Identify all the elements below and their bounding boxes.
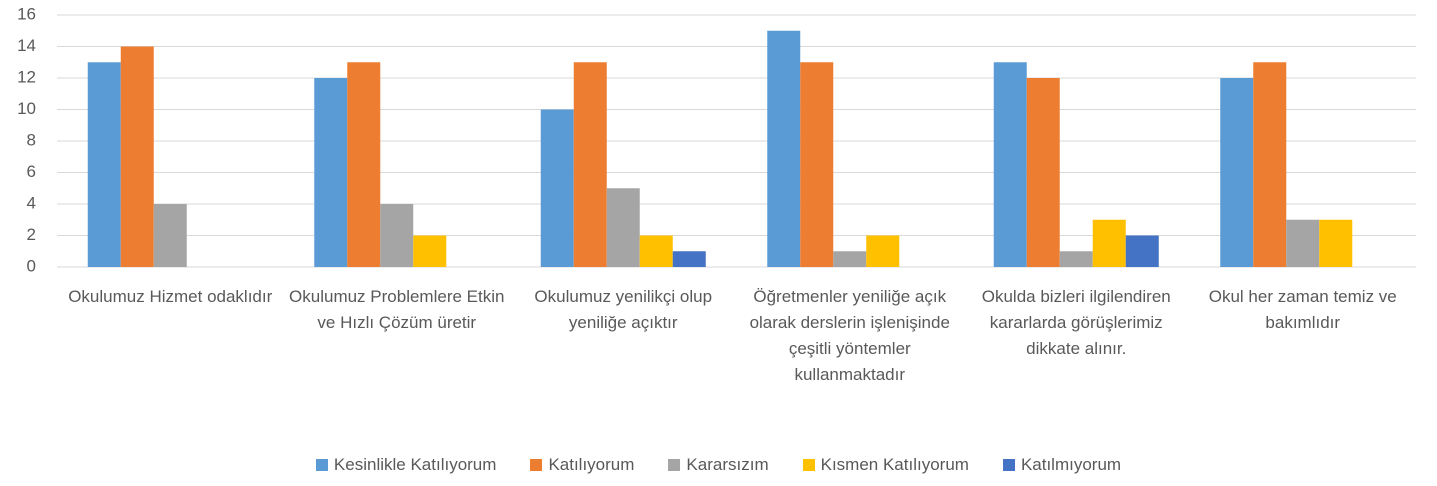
legend-swatch [802,459,815,471]
legend-item: Kararsızım [668,455,769,475]
bar [1026,78,1060,267]
bar [1092,219,1126,267]
bar [380,204,414,267]
legend-label: Kesinlikle Katılıyorum [333,455,497,474]
bar [866,235,900,267]
y-tick-label: 10 [17,99,36,118]
bar [1286,219,1320,267]
legend-item: Katılıyorum [530,455,634,475]
bar [1220,78,1254,267]
bar [1059,251,1093,267]
bar [1319,219,1353,267]
x-tick-label: Okulumuz yenilikçi olup yeniliğe açıktır [534,287,713,332]
bar [347,62,381,267]
y-tick-label: 0 [27,256,36,275]
y-tick-label: 6 [27,162,36,181]
x-tick-label: Okul her zaman temiz ve bakımlıdır [1208,287,1397,332]
bar [413,235,447,267]
x-tick-label: Okulumuz Problemlere Etkin ve Hızlı Çözü… [289,287,505,332]
legend-swatch [530,459,543,471]
bar [993,62,1027,267]
bar [800,62,834,267]
legend-label: Kararsızım [686,455,769,474]
bar [540,109,574,267]
x-tick-label: Okulumuz Hizmet odaklıdır [68,287,273,306]
legend-swatch [315,459,328,471]
legend: Kesinlikle Katılıyorum Katılıyorum Kararsı… [0,455,1437,475]
bar [573,62,607,267]
legend-label: Kısmen Katılıyorum [820,455,969,474]
y-tick-label: 16 [17,4,36,23]
legend-item: Katılmıyorum [1002,455,1122,475]
legend-label: Katılıyorum [548,455,635,474]
y-tick-label: 8 [27,130,36,149]
bar [833,251,867,267]
y-tick-label: 4 [27,193,36,212]
legend-label: Katılmıyorum [1020,455,1122,474]
x-tick-label: Öğretmenler yeniliğe açık olarak dersler… [749,287,950,384]
bar [767,30,801,267]
bar [87,62,121,267]
y-tick-label: 2 [27,225,36,244]
bar [1125,235,1159,267]
y-tick-label: 14 [17,36,36,55]
legend-swatch [1002,459,1015,471]
legend-item: Kesinlikle Katılıyorum [315,455,497,475]
x-tick-label: Okulda bizleri ilgilendiren kararlarda g… [981,287,1171,358]
legend-swatch [668,459,681,471]
bar [672,251,706,267]
bar [314,78,348,267]
bar [1253,62,1287,267]
bar [639,235,673,267]
bar [120,46,154,267]
bar [153,204,187,267]
legend-item: Kısmen Katılıyorum [802,455,969,475]
y-tick-label: 12 [17,67,36,86]
bar [606,188,640,267]
